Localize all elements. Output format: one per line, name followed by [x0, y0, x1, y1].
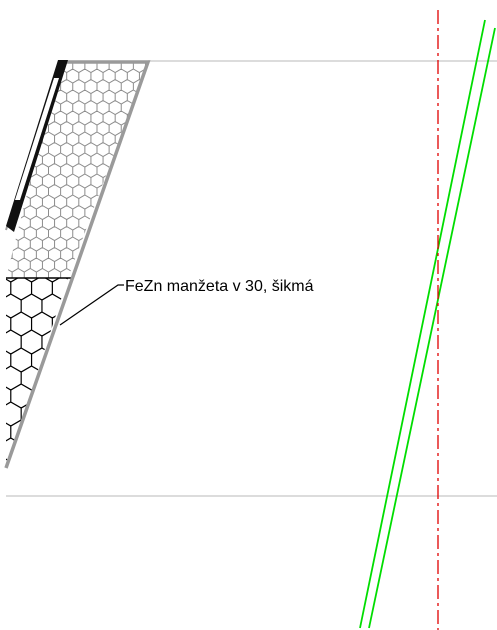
- sleeve-outline: [4, 60, 151, 469]
- leader-line: [59, 284, 124, 326]
- dark-strip-inner-band: [15, 78, 59, 200]
- annotation-label: FeZn manžeta v 30, šikmá: [125, 278, 314, 295]
- green-line-right: [368, 27, 496, 629]
- green-line-left: [359, 19, 486, 629]
